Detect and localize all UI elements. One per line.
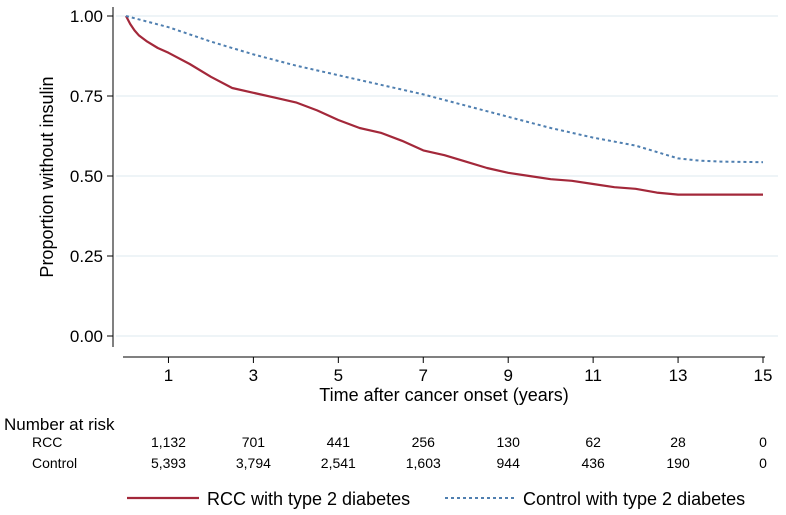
x-tick-label: 7 <box>419 366 428 385</box>
risk-value: 0 <box>759 434 767 450</box>
risk-value: 3,794 <box>236 455 271 471</box>
risk-value: 130 <box>497 434 521 450</box>
gridlines <box>116 15 778 337</box>
y-tick-label: 0.25 <box>70 247 103 266</box>
x-tick-label: 3 <box>249 366 258 385</box>
risk-value: 256 <box>412 434 436 450</box>
y-tick-label: 0.00 <box>70 327 103 346</box>
risk-row-label: Control <box>32 455 77 471</box>
risk-value: 701 <box>242 434 266 450</box>
axes <box>112 7 765 358</box>
risk-value: 62 <box>585 434 601 450</box>
legend-label-rcc: RCC with type 2 diabetes <box>207 489 410 509</box>
legend-label-control: Control with type 2 diabetes <box>523 489 745 509</box>
y-tick-label: 0.75 <box>70 87 103 106</box>
series-line-control <box>125 15 764 164</box>
risk-value: 28 <box>670 434 686 450</box>
x-tick-label: 13 <box>669 366 688 385</box>
x-tick-label: 1 <box>164 366 173 385</box>
risk-value: 436 <box>581 455 605 471</box>
x-tick-label: 9 <box>503 366 512 385</box>
x-ticks: 1 3 5 7 9 11 13 15 <box>164 357 773 385</box>
x-tick-label: 5 <box>334 366 343 385</box>
x-axis-title: Time after cancer onset (years) <box>319 385 568 405</box>
risk-value: 1,132 <box>151 434 186 450</box>
risk-row-label: RCC <box>32 434 62 450</box>
x-tick-label: 11 <box>584 366 602 385</box>
x-tick-label: 15 <box>754 366 773 385</box>
y-axis-title: Proportion without insulin <box>37 76 57 277</box>
legend: RCC with type 2 diabetes Control with typ… <box>127 489 745 509</box>
risk-value: 190 <box>666 455 690 471</box>
y-ticks: 0.00 0.25 0.50 0.75 1.00 <box>70 7 113 346</box>
y-tick-label: 0.50 <box>70 167 103 186</box>
risk-value: 2,541 <box>321 455 356 471</box>
series-line-rcc <box>125 15 763 196</box>
risk-value: 0 <box>759 455 767 471</box>
y-tick-label: 1.00 <box>70 7 103 26</box>
risk-value: 944 <box>497 455 521 471</box>
risk-value: 1,603 <box>406 455 441 471</box>
series <box>125 15 764 196</box>
risk-table-title: Number at risk <box>4 415 115 434</box>
risk-value: 5,393 <box>151 455 186 471</box>
risk-value: 441 <box>327 434 351 450</box>
risk-table: Number at risk RCC 1,132 701 441 256 130 62 28 0… <box>4 415 767 471</box>
